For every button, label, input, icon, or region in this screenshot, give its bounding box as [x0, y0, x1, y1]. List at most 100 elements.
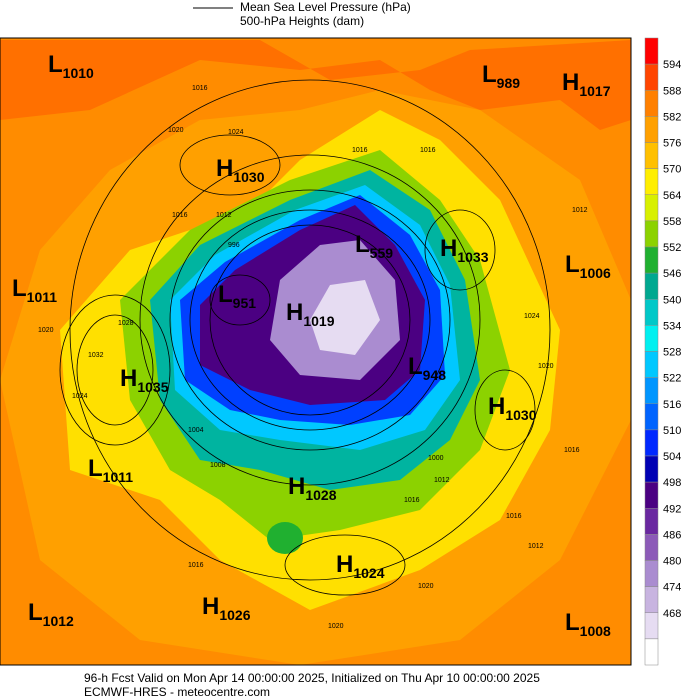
center-letter: H	[286, 299, 303, 326]
contour-label: 1032	[88, 352, 104, 359]
colorbar-label: 570	[663, 164, 681, 176]
center-value: 1028	[305, 487, 336, 503]
pressure-center: H1033	[440, 235, 489, 265]
colorbar-label: 492	[663, 503, 681, 515]
colorbar-cell	[644, 403, 659, 431]
contour-label: 1024	[228, 129, 244, 136]
center-value: 1012	[43, 613, 74, 629]
colorbar-cell	[644, 534, 659, 561]
colorbar-cell	[644, 299, 659, 326]
center-value: 1017	[579, 83, 610, 99]
center-letter: L	[355, 231, 370, 258]
colorbar-cell	[644, 37, 659, 65]
contour-label: 1016	[404, 497, 420, 504]
colorbar-cell	[644, 220, 659, 248]
colorbar-label: 528	[663, 347, 681, 359]
colorbar-label: 480	[663, 556, 681, 568]
contour-label: 1024	[72, 393, 88, 400]
colorbar-cell	[644, 246, 659, 274]
contour-label: 1020	[168, 127, 184, 134]
colorbar-label: 552	[663, 242, 681, 254]
colorbar-cell	[644, 325, 659, 352]
pressure-center: L948	[408, 353, 446, 383]
map-frame	[0, 37, 632, 666]
pressure-center: L951	[218, 281, 256, 311]
center-value: 1019	[303, 313, 334, 329]
contour-label: 1004	[188, 427, 204, 434]
colorbar-label: 498	[663, 477, 681, 489]
center-value: 1010	[63, 65, 94, 81]
contour-label: 1008	[210, 462, 226, 469]
pressure-center: H1024	[336, 551, 385, 581]
colorbar-label: 510	[663, 425, 681, 437]
center-letter: H	[202, 593, 219, 620]
colorbar-cell	[644, 508, 659, 535]
colorbar-cell	[644, 142, 659, 169]
center-letter: L	[88, 455, 103, 482]
pressure-center: H1019	[286, 299, 335, 329]
contour-label: 1016	[506, 513, 522, 520]
colorbar-label: 504	[663, 451, 681, 463]
center-letter: L	[12, 275, 27, 302]
pressure-center: L1006	[565, 251, 611, 281]
colorbar-cell	[644, 272, 659, 300]
colorbar-cell	[644, 560, 659, 587]
center-letter: H	[562, 69, 579, 96]
contour-label: 1024	[524, 313, 540, 320]
contour-label: 1016	[192, 85, 208, 92]
footer-text: ECMWF-HRES - meteocentre.com	[84, 685, 270, 699]
center-value: 1035	[137, 379, 168, 395]
colorbar-label: 588	[663, 85, 681, 97]
pressure-center: L1011	[12, 275, 57, 305]
map	[0, 38, 631, 665]
center-value: 1030	[233, 169, 264, 185]
center-value: 1008	[580, 623, 611, 639]
colorbar-cell	[644, 638, 659, 666]
colorbar-cell	[644, 612, 659, 640]
center-letter: L	[218, 281, 233, 308]
center-value: 948	[423, 367, 447, 383]
center-letter: L	[28, 599, 43, 626]
colorbar-cell	[644, 194, 659, 222]
contour-label: 1016	[188, 562, 204, 569]
colorbar-cell	[644, 168, 659, 195]
center-value: 1006	[580, 265, 611, 281]
pressure-center: H1026	[202, 593, 251, 623]
contour-label: 1020	[418, 583, 434, 590]
center-value: 951	[233, 295, 257, 311]
center-value: 989	[497, 75, 521, 91]
pressure-center: H1030	[216, 155, 265, 185]
colorbar-label: 474	[663, 582, 681, 594]
center-letter: H	[336, 551, 353, 578]
pressure-center: L1008	[565, 609, 611, 639]
pressure-center: L1012	[28, 599, 74, 629]
center-letter: L	[48, 51, 63, 78]
pressure-center: L989	[482, 61, 520, 91]
colorbar-cell	[644, 90, 659, 117]
center-value: 1011	[27, 289, 58, 305]
colorbar-label: 582	[663, 111, 681, 123]
center-letter: H	[488, 393, 505, 420]
center-value: 1011	[103, 469, 134, 485]
center-letter: L	[565, 609, 580, 636]
colorbar-label: 522	[663, 373, 681, 385]
colorbar-label: 576	[663, 138, 681, 150]
contour-label: 1016	[564, 447, 580, 454]
pressure-center: L1011	[88, 455, 133, 485]
colorbar-label: 558	[663, 216, 681, 228]
center-letter: H	[120, 365, 137, 392]
contour-label: 1016	[172, 212, 188, 219]
center-value: 1024	[353, 565, 384, 581]
center-letter: L	[565, 251, 580, 278]
legend-text: 500-hPa Heights (dam)	[240, 14, 364, 28]
center-letter: H	[288, 473, 305, 500]
colorbar-cell	[644, 377, 659, 404]
colorbar-cell	[644, 455, 659, 483]
contour-label: 1016	[420, 147, 436, 154]
center-letter: L	[482, 61, 497, 88]
center-letter: H	[216, 155, 233, 182]
pressure-center: H1028	[288, 473, 337, 503]
colorbar-cell	[644, 351, 659, 378]
